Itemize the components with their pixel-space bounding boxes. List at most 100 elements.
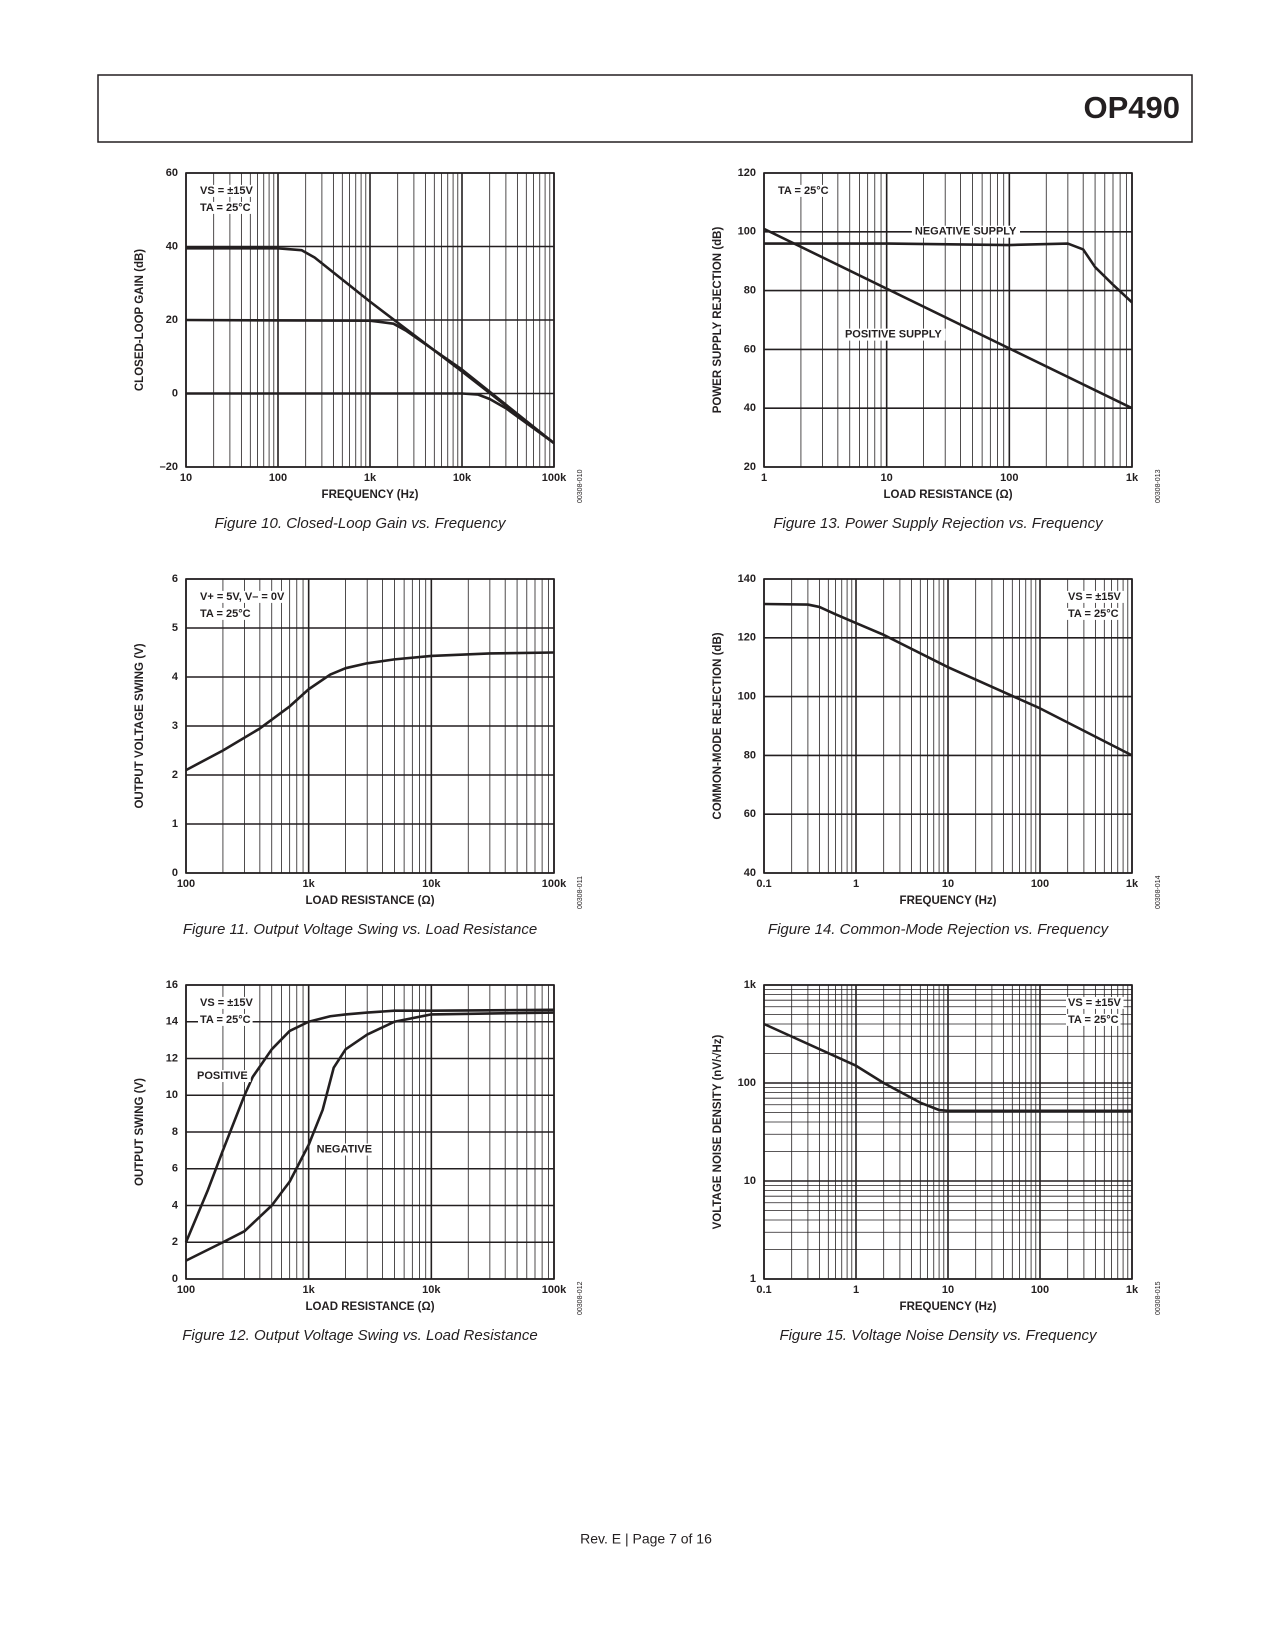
- header-box: [97, 74, 1193, 143]
- x-tick-label: 0.1: [756, 1284, 771, 1296]
- y-tick-label: 0: [172, 867, 178, 879]
- series-label-bg: [911, 225, 1021, 238]
- series-line: [763, 602, 1133, 757]
- y-axis-label: OUTPUT VOLTAGE SWING (V): [134, 643, 146, 808]
- y-tick-label: 1: [172, 818, 178, 830]
- y-axis-label: POWER SUPPLY REJECTION (dB): [712, 227, 724, 414]
- annotation: TA = 25°C: [200, 1014, 251, 1026]
- x-tick-label: 100: [1000, 472, 1018, 484]
- series-line: [186, 392, 555, 445]
- annotation: TA = 25°C: [200, 608, 251, 620]
- y-axis-label: VOLTAGE NOISE DENSITY (nV/√Hz): [711, 1034, 724, 1229]
- y-tick-label: 1: [750, 1273, 756, 1285]
- plot-frame: [185, 984, 555, 1280]
- series-line: [184, 1008, 555, 1243]
- x-axis-label: FREQUENCY (Hz): [322, 489, 419, 501]
- series-line: [764, 242, 1133, 304]
- annotation-bg: [198, 996, 256, 1009]
- annotation-bg: [198, 201, 253, 214]
- figure-caption: Figure 14. Common-Mode Rejection vs. Fre…: [768, 921, 1110, 938]
- x-tick-label: 1k: [1126, 1284, 1139, 1296]
- plot-frame: [763, 172, 1133, 468]
- series-line: [185, 318, 555, 445]
- y-tick-label: 0: [172, 1273, 178, 1285]
- y-tick-label: 120: [738, 632, 756, 644]
- y-tick-label: 8: [172, 1126, 178, 1138]
- series-label: NEGATIVE: [317, 1144, 372, 1156]
- x-tick-label: 0.1: [756, 878, 771, 890]
- annotation: VS = ±15V: [1068, 997, 1121, 1009]
- series-label-bg: [313, 1143, 376, 1156]
- x-tick-label: 10k: [453, 472, 472, 484]
- y-tick-label: 40: [744, 867, 756, 879]
- figure-code: 00308-012: [577, 1281, 584, 1315]
- annotation-bg: [198, 1013, 253, 1026]
- annotation: VS = ±15V: [1068, 591, 1121, 603]
- x-axis-label: LOAD RESISTANCE (Ω): [883, 489, 1012, 501]
- x-tick-label: 10: [942, 878, 954, 890]
- plot-frame: [763, 984, 1133, 1280]
- x-tick-label: 10: [180, 472, 192, 484]
- y-tick-label: 2: [172, 1236, 178, 1248]
- series-line: [185, 651, 555, 772]
- annotation-bg: [1066, 607, 1121, 620]
- figure-code: 00308-014: [1155, 875, 1162, 909]
- annotation-bg: [198, 184, 256, 197]
- series-label-bg: [194, 1070, 251, 1083]
- annotation: VS = ±15V: [200, 185, 253, 197]
- x-tick-label: 1k: [1126, 472, 1139, 484]
- x-tick-label: 1: [853, 1284, 859, 1296]
- y-tick-label: 100: [738, 226, 756, 238]
- y-tick-label: 16: [166, 979, 178, 991]
- y-tick-label: 120: [738, 167, 756, 179]
- y-tick-label: 80: [744, 749, 756, 761]
- y-axis-label: OUTPUT SWING (V): [134, 1078, 146, 1186]
- y-axis-label: CLOSED-LOOP GAIN (dB): [134, 249, 146, 391]
- series-line: [186, 247, 555, 445]
- y-tick-label: 14: [166, 1016, 179, 1028]
- y-tick-label: 20: [744, 461, 756, 473]
- y-tick-label: 60: [744, 343, 756, 355]
- y-tick-label: 1k: [744, 979, 757, 991]
- series-line: [763, 227, 1133, 410]
- annotation-bg: [1066, 1013, 1121, 1026]
- y-tick-label: 4: [172, 1199, 179, 1211]
- figure-code: 00308-013: [1155, 469, 1162, 503]
- y-tick-label: 60: [744, 808, 756, 820]
- y-tick-label: 4: [172, 671, 179, 683]
- y-tick-label: 100: [738, 691, 756, 703]
- annotation: TA = 25°C: [778, 185, 829, 197]
- annotation: V+ = 5V, V– = 0V: [200, 591, 285, 603]
- x-axis-label: LOAD RESISTANCE (Ω): [305, 1301, 434, 1313]
- y-tick-label: 0: [172, 387, 178, 399]
- x-tick-label: 1k: [364, 472, 377, 484]
- x-axis-label: FREQUENCY (Hz): [900, 1301, 997, 1313]
- annotation: VS = ±15V: [200, 997, 253, 1009]
- series-line: [185, 1011, 555, 1262]
- y-tick-label: 20: [166, 314, 178, 326]
- x-axis-label: FREQUENCY (Hz): [900, 895, 997, 907]
- series-line: [763, 1022, 1132, 1113]
- y-tick-label: 5: [172, 622, 178, 634]
- plot-frame: [763, 578, 1133, 874]
- figure-caption: Figure 11. Output Voltage Swing vs. Load…: [183, 921, 537, 938]
- header-title: OP490: [1083, 90, 1180, 125]
- footer: Rev. E | Page 7 of 16: [580, 1531, 712, 1547]
- y-tick-label: 12: [166, 1052, 178, 1064]
- annotation: TA = 25°C: [1068, 1014, 1119, 1026]
- annotation: TA = 25°C: [1068, 608, 1119, 620]
- figure-code: 00308-011: [577, 876, 584, 909]
- annotation-bg: [1066, 996, 1124, 1009]
- x-tick-label: 100: [269, 472, 287, 484]
- x-tick-label: 100k: [542, 878, 567, 890]
- x-tick-label: 10k: [422, 878, 441, 890]
- x-tick-label: 1: [853, 878, 859, 890]
- x-tick-label: 10: [881, 472, 893, 484]
- figure-caption: Figure 10. Closed-Loop Gain vs. Frequenc…: [215, 515, 507, 532]
- plot-frame: [185, 578, 555, 874]
- x-tick-label: 1k: [1126, 878, 1139, 890]
- x-tick-label: 1k: [303, 1284, 316, 1296]
- annotation-bg: [198, 607, 253, 620]
- series-label-bg: [841, 328, 946, 341]
- figure-code: 00308-010: [577, 469, 584, 503]
